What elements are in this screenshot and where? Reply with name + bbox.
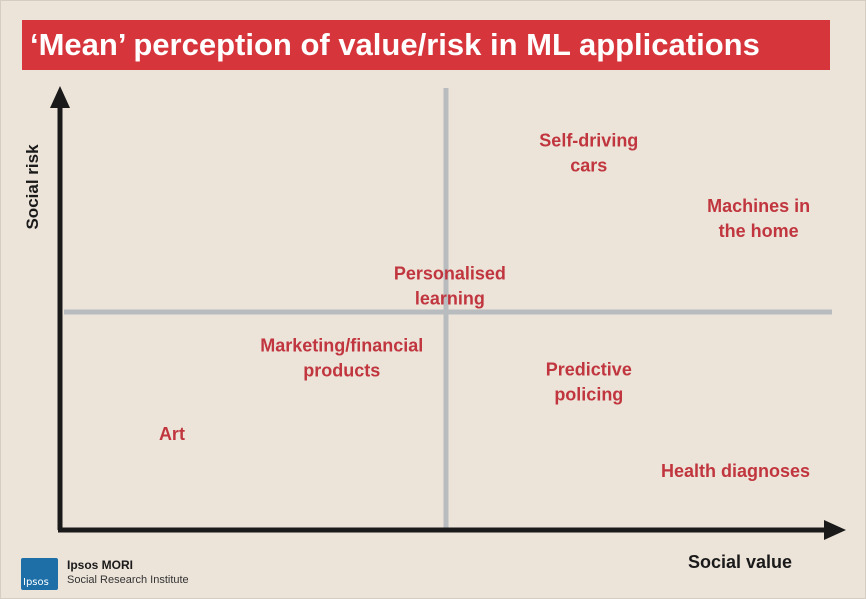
footer-brand: Ipsos MORI (67, 558, 134, 572)
title-bar: ‘Mean’ perception of value/risk in ML ap… (22, 20, 830, 70)
point-labels: Self-driving cars Machines in the home Perso… (159, 130, 810, 481)
footer-subtitle: Social Research Institute (67, 574, 189, 586)
y-axis-arrow (50, 86, 70, 108)
point-label-predictive-policing: Predictive policing (546, 359, 632, 404)
point-label-self-driving-cars: Self-driving cars (539, 130, 638, 175)
point-label-health-diagnoses: Health diagnoses (661, 461, 810, 481)
point-label-marketing-financial-products: Marketing/financial products (260, 335, 423, 380)
chart-title: ‘Mean’ perception of value/risk in ML ap… (30, 27, 760, 62)
y-axis-label: Social risk (23, 144, 42, 230)
x-axis-label: Social value (688, 552, 792, 572)
ipsos-logo: Ipsos (21, 558, 58, 590)
point-label-machines-in-the-home: Machines in the home (707, 196, 810, 241)
x-axis-arrow (824, 520, 846, 540)
point-label-personalised-learning: Personalised learning (394, 263, 506, 308)
ipsos-logo-text: Ipsos (23, 577, 49, 588)
point-label-art: Art (159, 424, 185, 444)
